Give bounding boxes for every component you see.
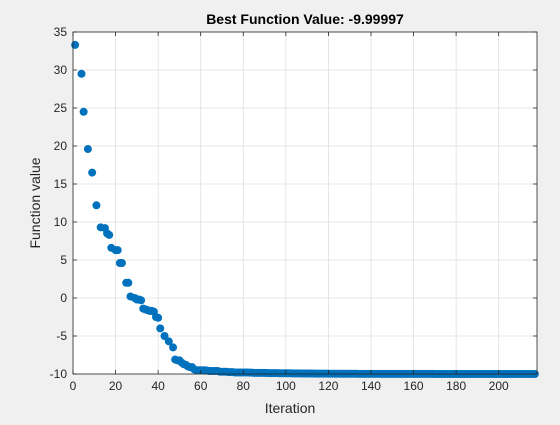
x-tick-label: 160 bbox=[404, 379, 424, 393]
data-point bbox=[83, 145, 92, 154]
x-tick-label: 20 bbox=[109, 379, 123, 393]
data-point bbox=[92, 201, 101, 210]
y-tick-label: 5 bbox=[60, 253, 67, 267]
data-point bbox=[164, 337, 173, 346]
x-tick-label: 60 bbox=[194, 379, 208, 393]
axes-box bbox=[72, 31, 538, 375]
x-tick-label: 0 bbox=[70, 379, 77, 393]
x-axis-ticks: 0 20 40 60 80 100 120 140 160 180 200 bbox=[70, 32, 509, 393]
x-tick-label: 140 bbox=[361, 379, 381, 393]
data-point bbox=[117, 259, 126, 268]
y-tick-label: 15 bbox=[54, 177, 68, 191]
data-point bbox=[88, 168, 97, 177]
y-tick-label: 20 bbox=[54, 139, 68, 153]
y-tick-label: 25 bbox=[54, 101, 68, 115]
x-axis-label: Iteration bbox=[265, 400, 316, 416]
data-point bbox=[156, 324, 165, 333]
y-tick-label: 30 bbox=[54, 63, 68, 77]
y-tick-label: 35 bbox=[54, 25, 68, 39]
y-tick-label: -5 bbox=[56, 329, 67, 343]
x-tick-label: 200 bbox=[489, 379, 509, 393]
x-tick-label: 40 bbox=[151, 379, 165, 393]
data-point bbox=[137, 296, 146, 305]
x-tick-label: 180 bbox=[446, 379, 466, 393]
plot-area bbox=[73, 32, 537, 374]
data-point bbox=[124, 278, 133, 287]
data-point bbox=[169, 343, 178, 352]
y-tick-label: 10 bbox=[54, 215, 68, 229]
x-tick-label: 100 bbox=[276, 379, 296, 393]
data-point bbox=[105, 230, 114, 239]
y-axis-label: Function value bbox=[27, 157, 43, 248]
y-axis-ticks: -10 -5 0 5 10 15 20 25 30 35 bbox=[50, 25, 537, 381]
x-tick-label: 80 bbox=[237, 379, 251, 393]
chart-title: Best Function Value: -9.99997 bbox=[206, 11, 404, 27]
y-tick-label: 0 bbox=[60, 291, 67, 305]
data-point bbox=[77, 69, 86, 78]
data-point bbox=[79, 107, 88, 116]
y-tick-label: -10 bbox=[50, 367, 68, 381]
x-tick-label: 120 bbox=[318, 379, 338, 393]
data-point bbox=[154, 313, 163, 322]
data-point bbox=[113, 246, 122, 255]
data-point bbox=[160, 332, 169, 340]
data-point bbox=[71, 40, 80, 49]
